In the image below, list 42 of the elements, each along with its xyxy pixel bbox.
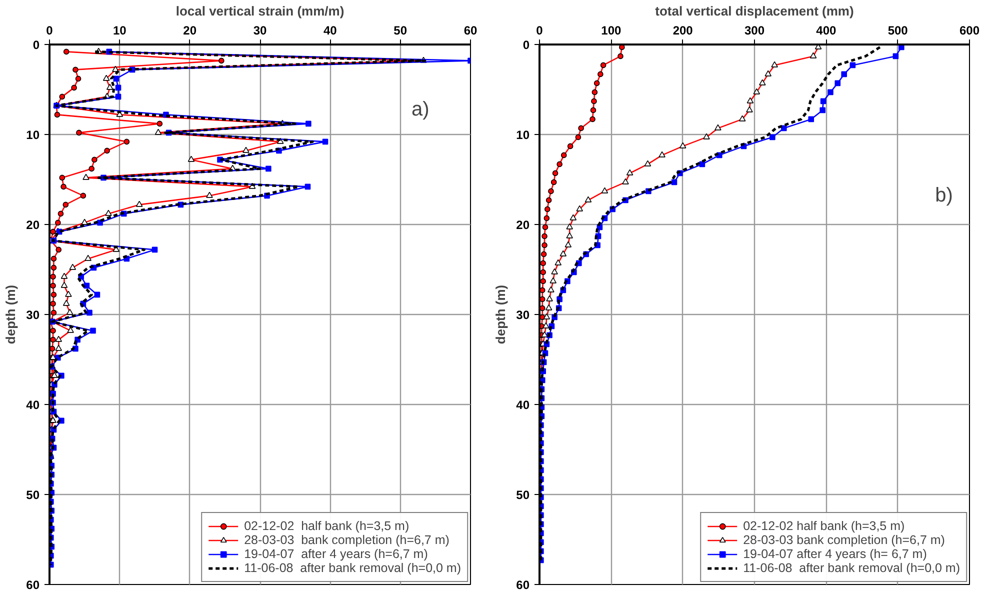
legend-label: 19-04-07 after 4 years (h=6,7 m) (244, 547, 428, 561)
x-tick-label: 600 (959, 24, 980, 38)
y-tick-label: 0 (32, 38, 40, 52)
y-tick-label: 40 (26, 398, 40, 412)
annotation: b) (935, 184, 953, 207)
y-tick-label: 10 (516, 128, 530, 142)
x-tick-label: 20 (183, 24, 197, 38)
x-tick-label: 40 (323, 24, 338, 38)
y-tick-label: 30 (516, 308, 530, 322)
x-tick-label: 30 (253, 24, 267, 38)
y-tick-label: 20 (26, 218, 40, 232)
legend-label: 28-03-03 bank completion (h=6,7 m) (244, 533, 450, 547)
x-tick-label: 0 (536, 24, 544, 38)
y-tick-label: 60 (516, 578, 530, 592)
x-tick-label: 400 (816, 24, 837, 38)
y-tick-label: 50 (516, 488, 530, 502)
y-axis-title: depth (m) (3, 284, 18, 344)
y-tick-label: 30 (26, 308, 40, 322)
legend-label: 11-06-08 after bank removal (h=0,0 m) (244, 561, 461, 575)
x-tick-label: 60 (464, 24, 478, 38)
x-tick-label: 50 (394, 24, 408, 38)
y-axis-title: depth (m) (493, 284, 508, 344)
x-tick-label: 300 (744, 24, 765, 38)
x-tick-label: 200 (672, 24, 694, 38)
x-axis-title: local vertical strain (mm/m) (176, 4, 344, 18)
x-tick-label: 100 (601, 24, 622, 38)
x-tick-label: 10 (112, 24, 127, 38)
y-tick-label: 20 (516, 218, 530, 232)
x-tick-label: 500 (888, 24, 908, 38)
y-tick-label: 60 (26, 578, 40, 592)
legend-label: 19-04-07 after 4 years (h= 6,7 m) (743, 547, 927, 561)
y-tick-label: 10 (26, 128, 40, 142)
legend-label: 11-06-08 after bank removal (h=0,0 m) (743, 561, 960, 575)
legend-label: 02-12-02 half bank (h=3,5 m) (244, 519, 410, 533)
x-axis-title: total vertical displacement (mm) (655, 4, 854, 18)
y-tick-label: 40 (516, 398, 530, 412)
x-tick-label: 0 (46, 24, 54, 38)
y-tick-label: 50 (26, 488, 40, 502)
y-tick-label: 0 (522, 38, 530, 52)
legend-label: 02-12-02 half bank (h=3,5 m) (743, 519, 905, 533)
annotation: a) (412, 98, 430, 120)
legend-label: 28-03-03 bank completion (h=6,7 m) (743, 533, 945, 547)
